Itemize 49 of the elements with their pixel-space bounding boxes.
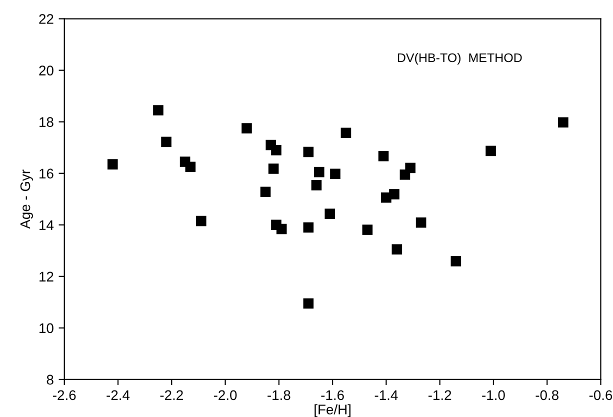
y-tick-label: 22 bbox=[39, 14, 54, 24]
point bbox=[416, 217, 426, 228]
point bbox=[378, 150, 389, 162]
x-tick-label: -2.0 bbox=[214, 390, 237, 400]
point bbox=[330, 168, 340, 180]
point bbox=[268, 164, 279, 174]
point bbox=[314, 166, 324, 178]
y-tick-label: 10 bbox=[40, 323, 54, 334]
point bbox=[450, 256, 462, 266]
x-axis-title: [Fe/H] bbox=[314, 404, 350, 417]
y-axis-title: Age - Gyr bbox=[20, 170, 33, 229]
point bbox=[153, 105, 164, 116]
point bbox=[161, 136, 172, 148]
y-tick-label: 16 bbox=[40, 168, 54, 179]
point bbox=[242, 123, 252, 134]
point bbox=[303, 298, 314, 309]
point bbox=[405, 162, 416, 174]
x-tick-label: -1.2 bbox=[428, 390, 452, 400]
point bbox=[271, 145, 282, 156]
point bbox=[303, 146, 314, 158]
point bbox=[340, 128, 352, 138]
x-tick-label: -2.4 bbox=[106, 390, 130, 400]
y-tick-label: 12 bbox=[40, 272, 54, 282]
point bbox=[389, 189, 400, 200]
y-tick-label: 14 bbox=[40, 220, 54, 230]
point bbox=[362, 224, 373, 235]
y-tick-label: 8 bbox=[46, 374, 54, 385]
y-tick-label: 20 bbox=[39, 66, 54, 76]
point bbox=[303, 222, 314, 233]
x-tick-label: -1.4 bbox=[374, 390, 398, 400]
point bbox=[196, 216, 206, 226]
point bbox=[558, 117, 568, 128]
x-tick-label: -0.6 bbox=[589, 390, 612, 400]
point bbox=[486, 146, 496, 156]
x-tick-label: -1.6 bbox=[321, 390, 344, 400]
x-tick-label: -2.6 bbox=[53, 390, 76, 400]
point bbox=[185, 162, 196, 172]
point bbox=[260, 186, 271, 198]
point bbox=[324, 208, 336, 219]
annotation: DV(HB-TO) METHOD bbox=[398, 52, 522, 65]
point bbox=[276, 224, 287, 234]
x-tick-label: -1.8 bbox=[268, 390, 290, 400]
x-tick-label: -1.0 bbox=[482, 390, 505, 400]
x-tick-label: -2.2 bbox=[160, 390, 183, 400]
x-tick-label: -0.8 bbox=[536, 390, 558, 400]
point bbox=[311, 180, 322, 190]
point bbox=[107, 159, 118, 170]
point bbox=[392, 244, 402, 255]
y-tick-label: 18 bbox=[40, 117, 54, 127]
